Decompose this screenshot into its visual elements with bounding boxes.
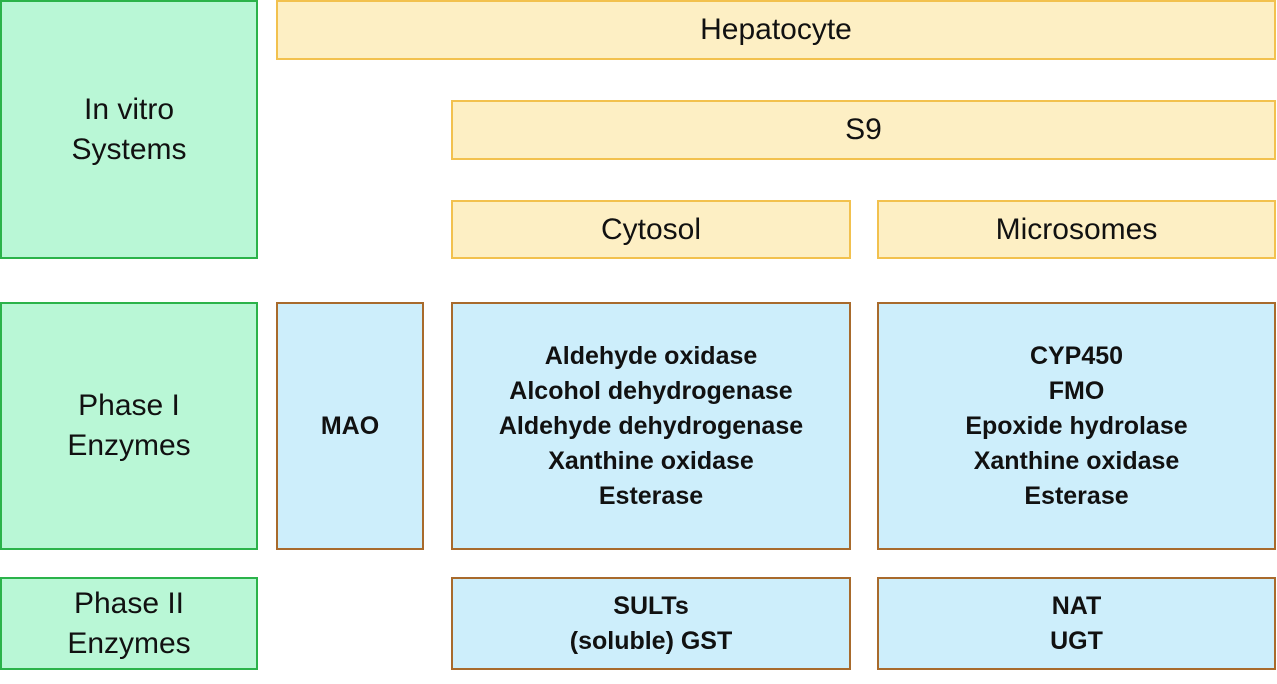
enzyme-name: Esterase xyxy=(598,481,704,510)
label-line: Phase I xyxy=(78,389,180,422)
label-line: In vitro xyxy=(83,92,175,126)
system-cytosol: Cytosol xyxy=(451,200,851,259)
enzyme-name: CYP450 xyxy=(1029,341,1124,370)
phase2-cytosol-box: SULTs (soluble) GST xyxy=(451,577,851,670)
system-label: Microsomes xyxy=(995,212,1158,246)
phase2-microsomes-box: NAT UGT xyxy=(877,577,1276,670)
label-line: Phase II xyxy=(73,586,185,620)
enzyme-name: Alcohol dehydrogenase xyxy=(509,376,793,405)
label-phase-1-enzymes: Phase I Enzymes xyxy=(0,302,258,550)
enzyme-name: SULTs xyxy=(613,591,689,620)
label-in-vitro-systems: In vitro Systems xyxy=(0,0,258,259)
enzyme-name: (soluble) GST xyxy=(569,626,733,655)
enzyme-name: MAO xyxy=(320,411,380,440)
enzyme-name: Esterase xyxy=(1024,481,1129,510)
enzyme-name: NAT xyxy=(1051,591,1102,620)
enzyme-name: UGT xyxy=(1050,626,1103,655)
enzyme-name: Xanthine oxidase xyxy=(973,446,1180,475)
label-line: Systems xyxy=(71,132,187,166)
system-microsomes: Microsomes xyxy=(877,200,1276,259)
enzyme-name: Xanthine oxidase xyxy=(548,446,754,475)
system-hepatocyte: Hepatocyte xyxy=(276,0,1276,60)
label-line: Enzymes xyxy=(67,429,191,462)
phase1-cytosol-box: Aldehyde oxidase Alcohol dehydrogenase A… xyxy=(451,302,851,550)
system-label: Hepatocyte xyxy=(700,13,852,46)
enzyme-name: Epoxide hydrolase xyxy=(965,411,1188,440)
enzyme-name: Aldehyde oxidase xyxy=(544,341,758,370)
system-label: Cytosol xyxy=(600,212,702,246)
label-phase-2-enzymes: Phase II Enzymes xyxy=(0,577,258,670)
phase1-microsomes-box: CYP450 FMO Epoxide hydrolase Xanthine ox… xyxy=(877,302,1276,550)
system-s9: S9 xyxy=(451,100,1276,160)
enzyme-name: Aldehyde dehydrogenase xyxy=(498,411,804,440)
phase1-mao-box: MAO xyxy=(276,302,424,550)
system-label: S9 xyxy=(845,113,882,146)
label-line: Enzymes xyxy=(67,626,191,660)
enzyme-name: FMO xyxy=(1048,376,1105,405)
